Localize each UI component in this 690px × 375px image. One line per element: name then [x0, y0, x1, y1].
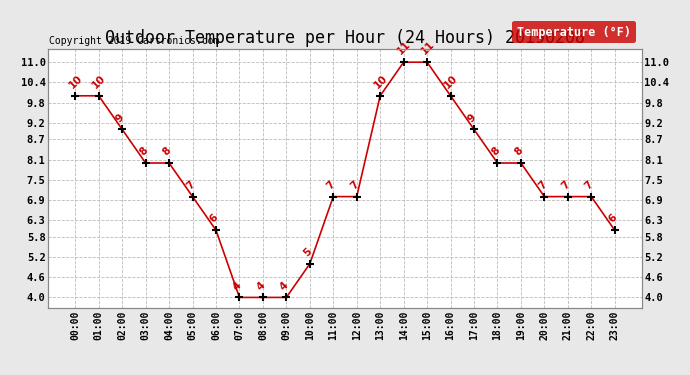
Text: Copyright 2019 Cartronics.com: Copyright 2019 Cartronics.com	[50, 36, 220, 46]
Text: 8: 8	[489, 146, 502, 158]
Text: 5: 5	[302, 246, 314, 258]
Text: 10: 10	[442, 73, 460, 90]
Text: 7: 7	[536, 179, 549, 191]
Title: Outdoor Temperature per Hour (24 Hours) 20190208: Outdoor Temperature per Hour (24 Hours) …	[105, 29, 585, 47]
Legend: Temperature (°F): Temperature (°F)	[513, 21, 635, 44]
Text: 9: 9	[466, 112, 478, 124]
Text: 11: 11	[395, 39, 413, 57]
Text: 8: 8	[513, 146, 525, 158]
Text: 10: 10	[67, 73, 84, 90]
Text: 4: 4	[231, 280, 244, 292]
Text: 7: 7	[325, 179, 337, 191]
Text: 6: 6	[208, 213, 220, 225]
Text: 4: 4	[255, 280, 267, 292]
Text: 6: 6	[607, 213, 619, 225]
Text: 9: 9	[114, 112, 126, 124]
Text: 10: 10	[372, 73, 389, 90]
Text: 11: 11	[419, 39, 436, 57]
Text: 7: 7	[184, 179, 197, 191]
Text: 7: 7	[348, 179, 361, 191]
Text: 7: 7	[583, 179, 595, 191]
Text: 7: 7	[560, 179, 572, 191]
Text: 4: 4	[278, 280, 290, 292]
Text: 10: 10	[90, 73, 108, 90]
Text: 8: 8	[137, 146, 150, 158]
Text: 8: 8	[161, 146, 173, 158]
